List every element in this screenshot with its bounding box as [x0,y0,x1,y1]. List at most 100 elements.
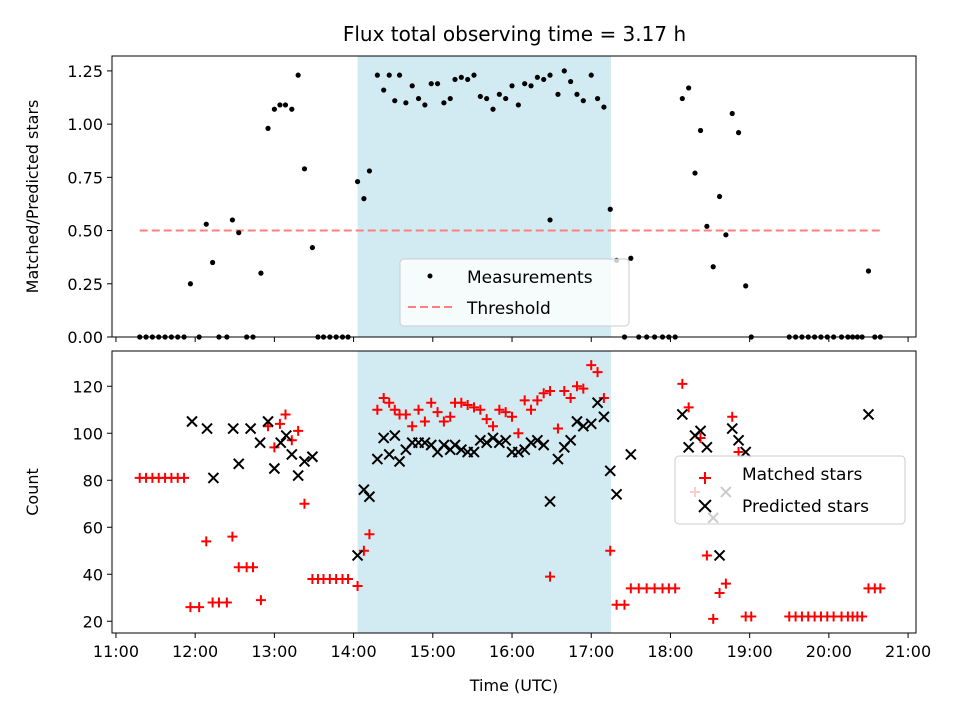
ratio-marks-layer [137,68,883,340]
predicted-star-point [371,453,384,465]
predicted-star-point [577,420,590,432]
predicted-star-point [610,488,623,501]
predicted-star-point [694,425,707,437]
matched-star-point [670,583,681,594]
measurement-point [692,170,698,176]
measurement-point [309,244,316,251]
matched-star-point [438,416,449,427]
predicted-star-point [186,415,198,428]
matched-star-point [507,411,518,422]
predicted-star-point [732,434,745,447]
ratio-legend: Measurements Threshold [399,258,630,327]
matched-star-point [274,418,285,429]
observing-window-band [357,351,612,633]
measurement-point [229,217,236,223]
matched-star-point [701,550,712,561]
measurement-point [496,91,502,97]
measurement-point [447,95,453,102]
predicted-star-point [383,448,395,461]
measurement-point [289,106,295,112]
measurement-point [607,206,613,212]
measurement-point [265,125,271,131]
matched-star-point [185,602,196,613]
legend-matched-marker [699,472,711,484]
legend-matched-label: Matched stars [742,465,862,485]
matched-star-point [221,597,232,608]
matched-star-point [875,583,886,594]
predicted-star-point [552,453,564,465]
matched-star-point [565,393,576,403]
predicted-star-point [493,436,506,449]
measurement-point [490,106,496,112]
measurement-point [547,72,553,78]
measurement-point [258,270,264,276]
predicted-star-point [286,448,298,461]
count-axes-frame [111,350,917,634]
y-tick-label: 1.25 [67,62,103,81]
y-tick-label: 0.25 [67,275,103,294]
matched-star-point [468,402,479,413]
y-tick-label: 20 [83,612,103,631]
predicted-star-point [358,483,370,496]
predicted-star-point [544,495,556,508]
predicted-star-point [233,458,245,470]
predicted-star-point [676,408,689,421]
measurement-point [396,72,403,78]
measurement-point [580,98,586,104]
measurement-point [484,95,490,102]
predicted-star-point [604,465,616,477]
matched-star-point [201,536,212,547]
predicted-star-point [512,446,525,458]
ratio-axes-ticks: 0.00 0.25 0.50 0.75 1.00 1.25 [67,62,909,347]
measurement-point [541,76,547,83]
predicted-star-point [268,462,281,475]
measurement-point [415,95,422,102]
predicted-star-point [625,448,637,461]
predicted-star-point [487,432,499,444]
predicted-star-point [862,408,875,421]
x-axis-label: Time (UTC) [469,676,558,695]
measurement-point [628,255,634,261]
measurement-point [428,81,434,87]
measurement-point [697,127,704,134]
measurement-point [282,102,289,108]
measurement-point [422,102,428,108]
matched-star-point [378,393,389,403]
matched-star-point [400,409,411,420]
x-tick-label: 16:00 [489,642,535,661]
count-marks-layer [134,360,886,624]
matched-star-point [179,472,190,483]
matched-star-point [538,388,549,399]
measurement-point [594,95,601,102]
matched-star-point [526,404,537,415]
predicted-star-point [207,472,220,484]
matched-star-point [857,611,868,622]
measurement-point [522,81,528,87]
measurement-point [729,110,735,117]
matched-star-point [286,435,297,446]
predicted-star-point [537,439,550,451]
measurement-point [716,193,723,200]
matched-star-point [426,397,437,408]
matched-star-point [720,578,731,589]
matched-star-point [352,581,363,591]
predicted-star-point [571,415,583,428]
measurement-point [295,72,301,78]
x-tick-label: 11:00 [93,642,139,661]
measurement-point [503,95,509,102]
measurement-point [723,232,729,238]
predicted-star-point [564,434,577,447]
predicted-star-point [682,441,695,454]
measurement-point [452,76,458,83]
measurement-point [865,268,872,274]
y-tick-label: 80 [83,471,103,490]
measurement-point [236,230,242,236]
legend-threshold-label: Threshold [466,299,551,319]
measurement-point [381,87,387,93]
predicted-star-point [531,434,544,447]
matched-star-point [677,378,688,389]
predicted-star-point [262,415,274,428]
matched-star-point [746,611,757,622]
x-tick-label: 19:00 [727,642,773,661]
predicted-star-point [280,429,292,442]
